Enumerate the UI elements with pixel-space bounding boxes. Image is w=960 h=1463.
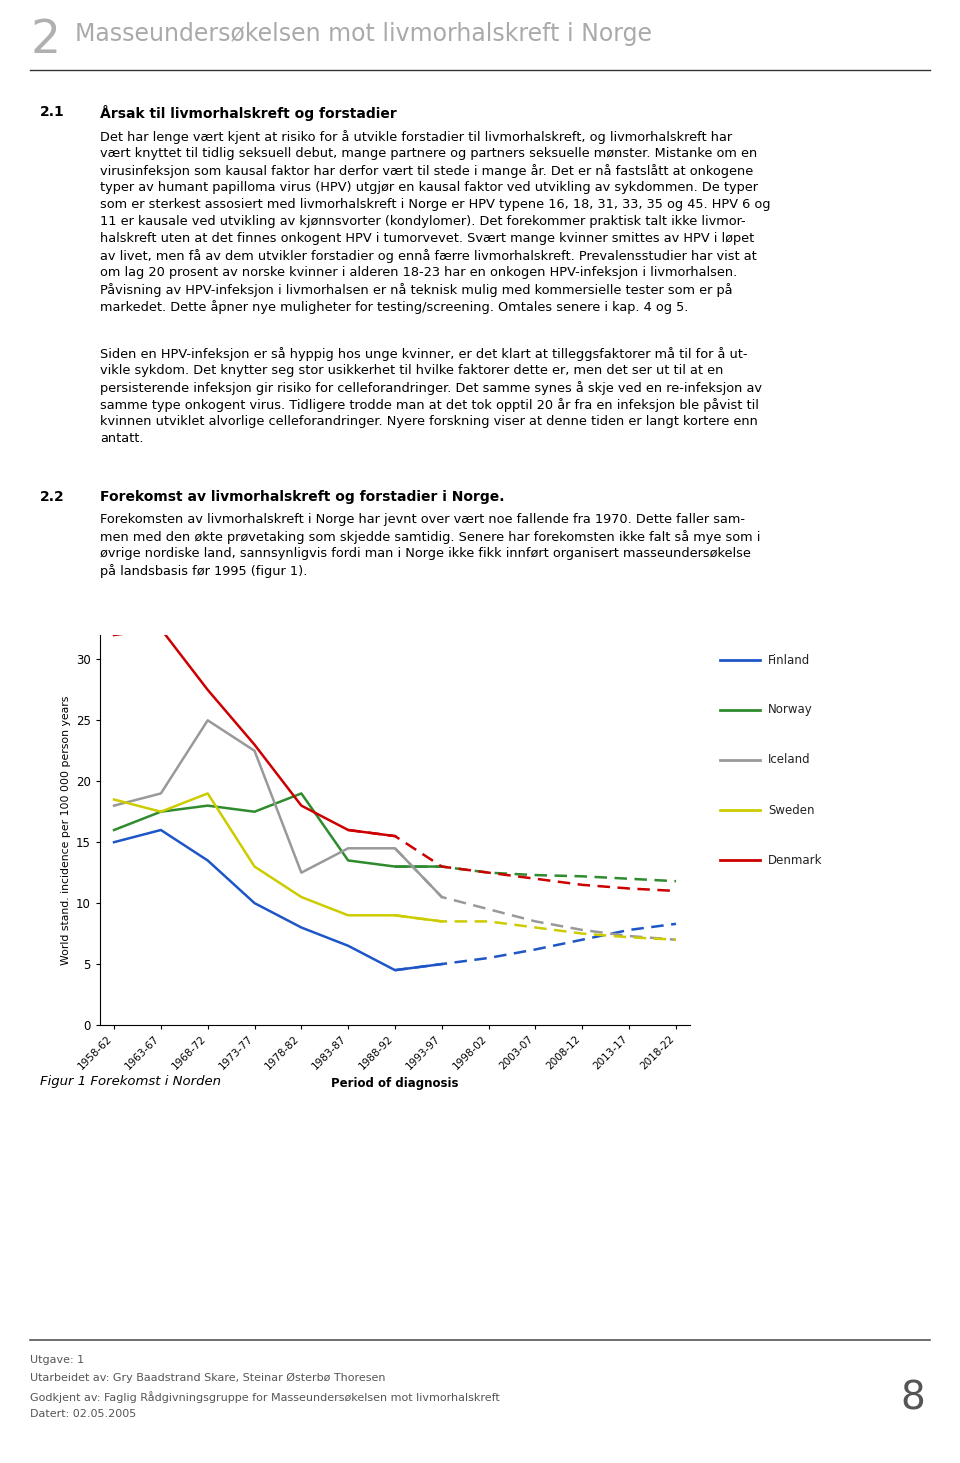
Text: persisterende infeksjon gir risiko for celleforandringer. Det samme synes å skje: persisterende infeksjon gir risiko for c… xyxy=(100,380,762,395)
Text: 11 er kausale ved utvikling av kjønnsvorter (kondylomer). Det forekommer praktis: 11 er kausale ved utvikling av kjønnsvor… xyxy=(100,215,746,228)
Text: samme type onkogent virus. Tidligere trodde man at det tok opptil 20 år fra en i: samme type onkogent virus. Tidligere tro… xyxy=(100,398,758,413)
Text: Utarbeidet av: Gry Baadstrand Skare, Steinar Østerbø Thoresen: Utarbeidet av: Gry Baadstrand Skare, Ste… xyxy=(30,1372,386,1383)
Text: Forekomsten av livmorhalskreft i Norge har jevnt over vært noe fallende fra 1970: Forekomsten av livmorhalskreft i Norge h… xyxy=(100,514,745,527)
Text: Datert: 02.05.2005: Datert: 02.05.2005 xyxy=(30,1409,136,1419)
Text: markedet. Dette åpner nye muligheter for testing/screening. Omtales senere i kap: markedet. Dette åpner nye muligheter for… xyxy=(100,300,688,315)
Text: typer av humant papilloma virus (HPV) utgjør en kausal faktor ved utvikling av s: typer av humant papilloma virus (HPV) ut… xyxy=(100,181,758,195)
Text: halskreft uten at det finnes onkogent HPV i tumorvevet. Svært mange kvinner smit: halskreft uten at det finnes onkogent HP… xyxy=(100,233,755,244)
Text: Utgave: 1: Utgave: 1 xyxy=(30,1355,84,1365)
Text: Forekomst av livmorhalskreft og forstadier i Norge.: Forekomst av livmorhalskreft og forstadi… xyxy=(100,490,505,503)
Text: Det har lenge vært kjent at risiko for å utvikle forstadier til livmorhalskreft,: Det har lenge vært kjent at risiko for å… xyxy=(100,130,732,143)
Text: vært knyttet til tidlig seksuell debut, mange partnere og partners seksuelle møn: vært knyttet til tidlig seksuell debut, … xyxy=(100,146,757,159)
Text: men med den økte prøvetaking som skjedde samtidig. Senere har forekomsten ikke f: men med den økte prøvetaking som skjedde… xyxy=(100,530,760,544)
Text: Figur 1 Forekomst i Norden: Figur 1 Forekomst i Norden xyxy=(40,1075,221,1088)
Text: antatt.: antatt. xyxy=(100,432,143,445)
Text: Masseundersøkelsen mot livmorhalskreft i Norge: Masseundersøkelsen mot livmorhalskreft i… xyxy=(75,22,652,45)
Text: Iceland: Iceland xyxy=(768,753,810,767)
Text: Sweden: Sweden xyxy=(768,803,814,816)
Text: Godkjent av: Faglig Rådgivningsgruppe for Masseundersøkelsen mot livmorhalskreft: Godkjent av: Faglig Rådgivningsgruppe fo… xyxy=(30,1391,500,1403)
Text: 2.2: 2.2 xyxy=(40,490,64,503)
Text: virusinfeksjon som kausal faktor har derfor vært til stede i mange år. Det er nå: virusinfeksjon som kausal faktor har der… xyxy=(100,164,754,178)
Text: kvinnen utviklet alvorlige celleforandringer. Nyere forskning viser at denne tid: kvinnen utviklet alvorlige celleforandri… xyxy=(100,415,757,429)
Text: vikle sykdom. Det knytter seg stor usikkerhet til hvilke faktorer dette er, men : vikle sykdom. Det knytter seg stor usikk… xyxy=(100,364,724,377)
Text: Siden en HPV-infeksjon er så hyppig hos unge kvinner, er det klart at tilleggsfa: Siden en HPV-infeksjon er så hyppig hos … xyxy=(100,347,748,361)
Text: av livet, men få av dem utvikler forstadier og ennå færre livmorhalskreft. Preva: av livet, men få av dem utvikler forstad… xyxy=(100,249,756,263)
Text: 2.1: 2.1 xyxy=(40,105,64,119)
Text: Årsak til livmorhalskreft og forstadier: Årsak til livmorhalskreft og forstadier xyxy=(100,105,396,121)
Text: Denmark: Denmark xyxy=(768,853,823,866)
Text: om lag 20 prosent av norske kvinner i alderen 18-23 har en onkogen HPV-infeksjon: om lag 20 prosent av norske kvinner i al… xyxy=(100,266,737,279)
Text: som er sterkest assosiert med livmorhalskreft i Norge er HPV typene 16, 18, 31, : som er sterkest assosiert med livmorhals… xyxy=(100,198,771,211)
Text: 8: 8 xyxy=(900,1380,924,1418)
Text: Norway: Norway xyxy=(768,704,813,717)
Text: Påvisning av HPV-infeksjon i livmorhalsen er nå teknisk mulig med kommersielle t: Påvisning av HPV-infeksjon i livmorhalse… xyxy=(100,282,732,297)
X-axis label: Period of diagnosis: Period of diagnosis xyxy=(331,1077,459,1090)
Y-axis label: World stand. incidence per 100 000 person years: World stand. incidence per 100 000 perso… xyxy=(60,695,70,964)
Text: Finland: Finland xyxy=(768,654,810,667)
Text: på landsbasis før 1995 (figur 1).: på landsbasis før 1995 (figur 1). xyxy=(100,565,307,578)
Text: 2: 2 xyxy=(30,18,60,63)
Text: øvrige nordiske land, sannsynligvis fordi man i Norge ikke fikk innført organise: øvrige nordiske land, sannsynligvis ford… xyxy=(100,547,751,560)
